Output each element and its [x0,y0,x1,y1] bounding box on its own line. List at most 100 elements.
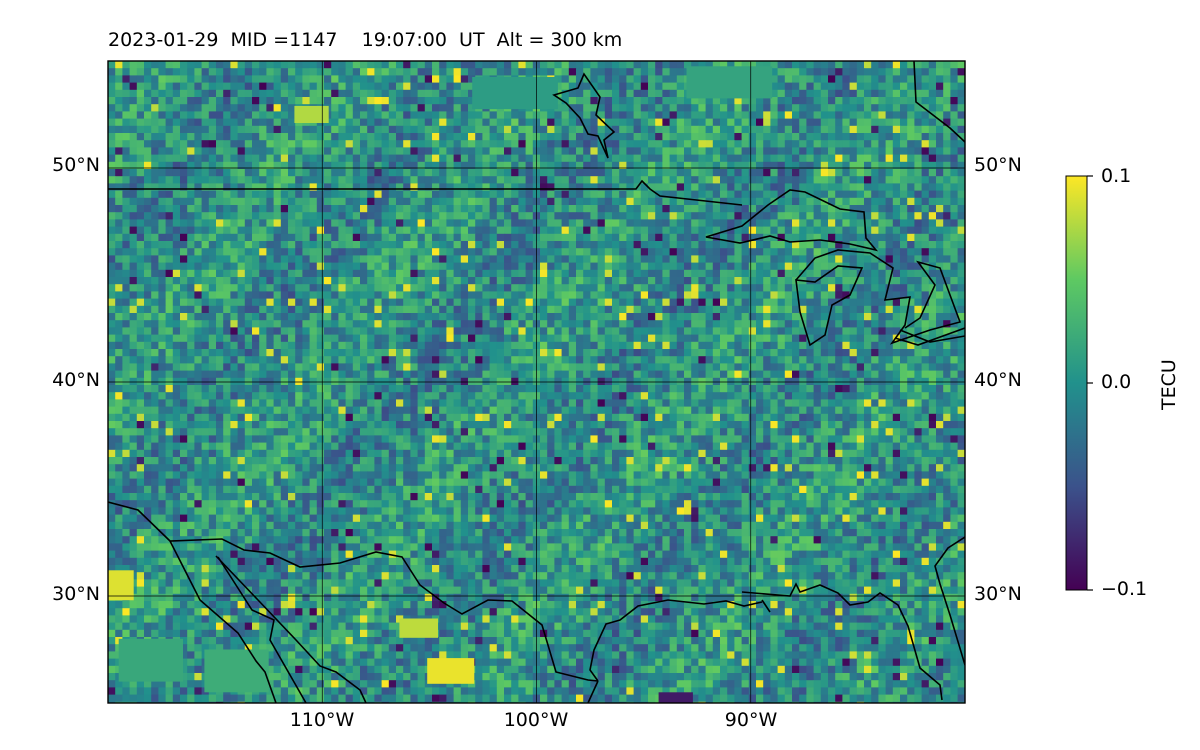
tec-cell [424,298,433,307]
tec-cell [259,255,267,263]
tec-cell [338,61,346,69]
tec-cell [288,298,296,307]
tec-cell [237,68,246,76]
tec-cell [590,147,598,155]
tec-cell [720,212,728,220]
tec-cell [936,255,944,263]
tec-cell [676,205,685,213]
tec-cell [640,161,649,170]
tec-cell [907,68,915,76]
tec-cell [540,176,548,184]
tec-cell [777,118,786,127]
tec-cell [115,111,123,119]
tec-cell [669,111,678,119]
tec-cell [288,176,296,184]
tec-cell [237,183,246,191]
tec-cell [468,262,476,271]
tec-anomaly-cells [108,61,965,703]
tec-cell [691,183,699,191]
tec-cell [525,262,534,271]
tec-cell [367,125,375,134]
tec-cell [489,118,498,127]
tec-cell [410,125,418,134]
tec-cell [727,111,735,119]
tec-cell [381,349,390,357]
tec-cell [216,118,224,127]
tec-cell [266,269,274,278]
tec-cell [172,212,181,220]
tec-cell [561,82,570,91]
tec-cell [345,356,354,364]
tec-cell [237,161,246,170]
tec-cell [597,118,606,127]
tec-cell [374,183,382,191]
tec-cell [165,334,174,343]
tec-cell [806,291,814,299]
tec-cell [712,104,721,112]
tec-cell [302,197,310,206]
tec-cell [108,169,116,177]
tec-cell [748,327,757,335]
tec-cell [417,291,426,299]
tec-cell [475,298,483,307]
tec-cell [108,313,116,321]
tec-cell [763,104,771,112]
tec-cell [784,349,793,357]
tec-cell [475,197,483,206]
tec-cell [928,334,937,343]
tec-cell [230,327,238,335]
tec-cell [252,305,260,314]
tec-cell [223,61,231,69]
tec-cell [540,190,548,199]
tec-cell [813,219,822,227]
tec-cell [237,291,246,299]
tec-cell [856,284,865,292]
tec-cell [892,154,901,163]
tec-cell [352,284,361,292]
tec-cell [525,183,534,191]
tec-cell [892,140,901,148]
tec-cell [604,197,613,206]
tec-cell [432,82,440,91]
tec-cell [352,334,361,343]
tec-cell [612,147,620,155]
tec-cell [374,68,382,76]
tec-cell [748,241,757,249]
tec-cell [914,125,922,134]
tec-cell [640,212,649,220]
tec-cell [892,305,901,314]
tec-cell [748,133,757,141]
tec-cell [943,248,951,256]
tec-cell [655,248,663,256]
tec-cell [633,97,642,105]
tec-cell [619,97,627,105]
tec-cell [684,320,692,328]
tec-cell [792,341,800,350]
tec-cell [763,154,771,163]
tec-cell [511,341,519,350]
tec-cell [727,118,735,127]
tec-cell [158,341,166,350]
tec-cell [936,154,944,163]
tec-cell [914,226,922,235]
tec-cell [468,284,476,292]
tec-cell [374,356,382,364]
tec-cell [655,169,663,177]
tec-cell [590,241,598,249]
tec-cell [748,284,757,292]
tec-cell [439,111,447,119]
tec-cell [439,89,447,98]
tec-cell [360,356,368,364]
tec-cell [907,233,915,242]
tec-cell [309,313,318,321]
tec-cell [374,262,382,271]
tec-cell [640,118,649,127]
tec-cell [180,183,188,191]
tec-cell [835,248,843,256]
tec-cell [806,125,814,134]
tec-cell [554,320,562,328]
tec-cell [590,61,598,69]
tec-cell [648,269,656,278]
tec-cell [460,320,469,328]
tec-cell [547,219,555,227]
